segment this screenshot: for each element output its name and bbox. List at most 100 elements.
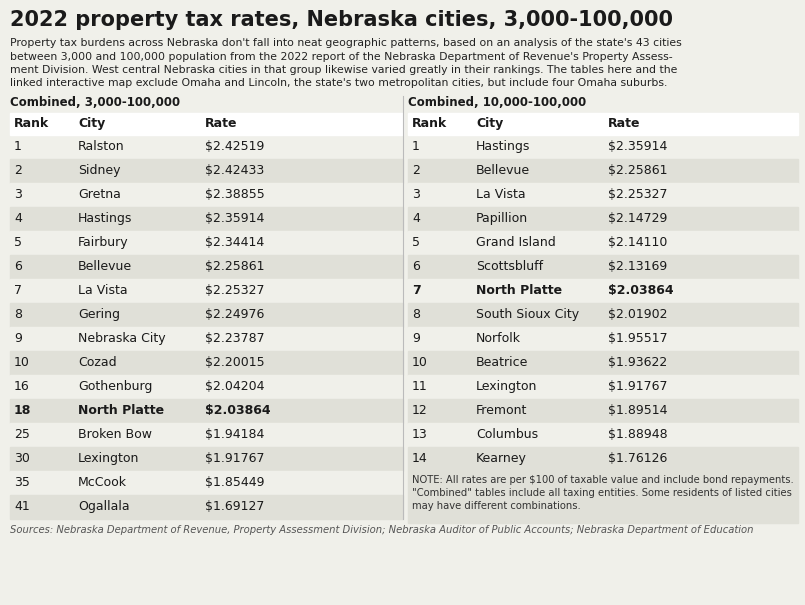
Text: Sources: Nebraska Department of Revenue, Property Assessment Division; Nebraska : Sources: Nebraska Department of Revenue,… <box>10 525 753 535</box>
Text: $2.13169: $2.13169 <box>608 260 667 273</box>
Text: 13: 13 <box>412 428 427 441</box>
Text: $2.20015: $2.20015 <box>205 356 265 369</box>
Text: linked interactive map exclude Omaha and Lincoln, the state's two metropolitan c: linked interactive map exclude Omaha and… <box>10 79 667 88</box>
Text: $2.23787: $2.23787 <box>205 332 265 345</box>
Text: Beatrice: Beatrice <box>476 356 528 369</box>
Text: South Sioux City: South Sioux City <box>476 308 579 321</box>
Text: 5: 5 <box>14 236 22 249</box>
Text: $2.34414: $2.34414 <box>205 236 264 249</box>
Text: 3: 3 <box>14 188 22 201</box>
Text: 4: 4 <box>14 212 22 225</box>
Text: Grand Island: Grand Island <box>476 236 555 249</box>
Bar <box>408 183 798 207</box>
Text: ment Division. West central Nebraska cities in that group likewise varied greatl: ment Division. West central Nebraska cit… <box>10 65 677 75</box>
Text: Combined, 10,000-100,000: Combined, 10,000-100,000 <box>408 96 586 109</box>
Bar <box>408 351 798 375</box>
Text: Columbus: Columbus <box>476 428 538 441</box>
Bar <box>408 135 798 159</box>
Bar <box>408 399 798 423</box>
Text: 3: 3 <box>412 188 420 201</box>
Bar <box>10 159 403 183</box>
Text: North Platte: North Platte <box>78 404 164 417</box>
Bar <box>10 207 403 231</box>
Text: 35: 35 <box>14 476 30 489</box>
Text: $1.91767: $1.91767 <box>205 452 265 465</box>
Bar <box>10 471 403 495</box>
Text: $1.69127: $1.69127 <box>205 500 264 513</box>
Text: Papillion: Papillion <box>476 212 528 225</box>
Bar <box>10 399 403 423</box>
Text: Sidney: Sidney <box>78 164 121 177</box>
Text: $1.95517: $1.95517 <box>608 332 667 345</box>
Text: Combined, 3,000-100,000: Combined, 3,000-100,000 <box>10 96 180 109</box>
Bar <box>10 447 403 471</box>
Text: 7: 7 <box>14 284 22 297</box>
Bar <box>408 113 798 135</box>
Bar <box>10 183 403 207</box>
Text: 1: 1 <box>412 140 420 153</box>
Text: Rate: Rate <box>205 117 237 130</box>
Bar <box>408 303 798 327</box>
Text: Gering: Gering <box>78 308 120 321</box>
Text: "Combined" tables include all taxing entities. Some residents of listed cities: "Combined" tables include all taxing ent… <box>412 488 792 498</box>
Text: 6: 6 <box>412 260 420 273</box>
Bar <box>408 255 798 279</box>
Text: Gretna: Gretna <box>78 188 121 201</box>
Text: $2.03864: $2.03864 <box>205 404 270 417</box>
Text: 9: 9 <box>412 332 420 345</box>
Bar <box>10 135 403 159</box>
Text: Gothenburg: Gothenburg <box>78 380 152 393</box>
Text: City: City <box>476 117 503 130</box>
Text: 8: 8 <box>14 308 22 321</box>
Text: Bellevue: Bellevue <box>78 260 132 273</box>
Text: $1.91767: $1.91767 <box>608 380 667 393</box>
Text: $2.35914: $2.35914 <box>608 140 667 153</box>
Text: Kearney: Kearney <box>476 452 527 465</box>
Text: $2.03864: $2.03864 <box>608 284 674 297</box>
Text: 7: 7 <box>412 284 421 297</box>
Text: $2.14729: $2.14729 <box>608 212 667 225</box>
Text: 16: 16 <box>14 380 30 393</box>
Text: 1: 1 <box>14 140 22 153</box>
Bar <box>10 495 403 519</box>
Text: $1.85449: $1.85449 <box>205 476 265 489</box>
Bar <box>10 327 403 351</box>
Text: $2.01902: $2.01902 <box>608 308 667 321</box>
Bar <box>10 351 403 375</box>
Text: 18: 18 <box>14 404 31 417</box>
Text: $2.38855: $2.38855 <box>205 188 265 201</box>
Text: Lexington: Lexington <box>78 452 139 465</box>
Bar <box>10 231 403 255</box>
Text: 41: 41 <box>14 500 30 513</box>
Text: Property tax burdens across Nebraska don't fall into neat geographic patterns, b: Property tax burdens across Nebraska don… <box>10 38 682 48</box>
Text: 6: 6 <box>14 260 22 273</box>
Text: $1.88948: $1.88948 <box>608 428 667 441</box>
Text: $2.04204: $2.04204 <box>205 380 265 393</box>
Text: $2.25861: $2.25861 <box>205 260 265 273</box>
Bar <box>408 423 798 447</box>
Text: Fairbury: Fairbury <box>78 236 129 249</box>
Bar <box>408 447 798 471</box>
Bar <box>10 303 403 327</box>
Text: La Vista: La Vista <box>78 284 128 297</box>
Text: Cozad: Cozad <box>78 356 117 369</box>
Text: Lexington: Lexington <box>476 380 538 393</box>
Text: between 3,000 and 100,000 population from the 2022 report of the Nebraska Depart: between 3,000 and 100,000 population fro… <box>10 51 673 62</box>
Bar <box>10 375 403 399</box>
Text: Rank: Rank <box>412 117 448 130</box>
Text: 30: 30 <box>14 452 30 465</box>
Text: $1.93622: $1.93622 <box>608 356 667 369</box>
Text: 8: 8 <box>412 308 420 321</box>
Text: North Platte: North Platte <box>476 284 562 297</box>
Text: $1.76126: $1.76126 <box>608 452 667 465</box>
Text: $2.42519: $2.42519 <box>205 140 264 153</box>
Bar <box>10 279 403 303</box>
Bar <box>408 231 798 255</box>
Bar <box>408 279 798 303</box>
Text: $2.25327: $2.25327 <box>608 188 667 201</box>
Text: Rank: Rank <box>14 117 49 130</box>
Text: $2.14110: $2.14110 <box>608 236 667 249</box>
Text: 9: 9 <box>14 332 22 345</box>
Text: Bellevue: Bellevue <box>476 164 530 177</box>
Text: 25: 25 <box>14 428 30 441</box>
